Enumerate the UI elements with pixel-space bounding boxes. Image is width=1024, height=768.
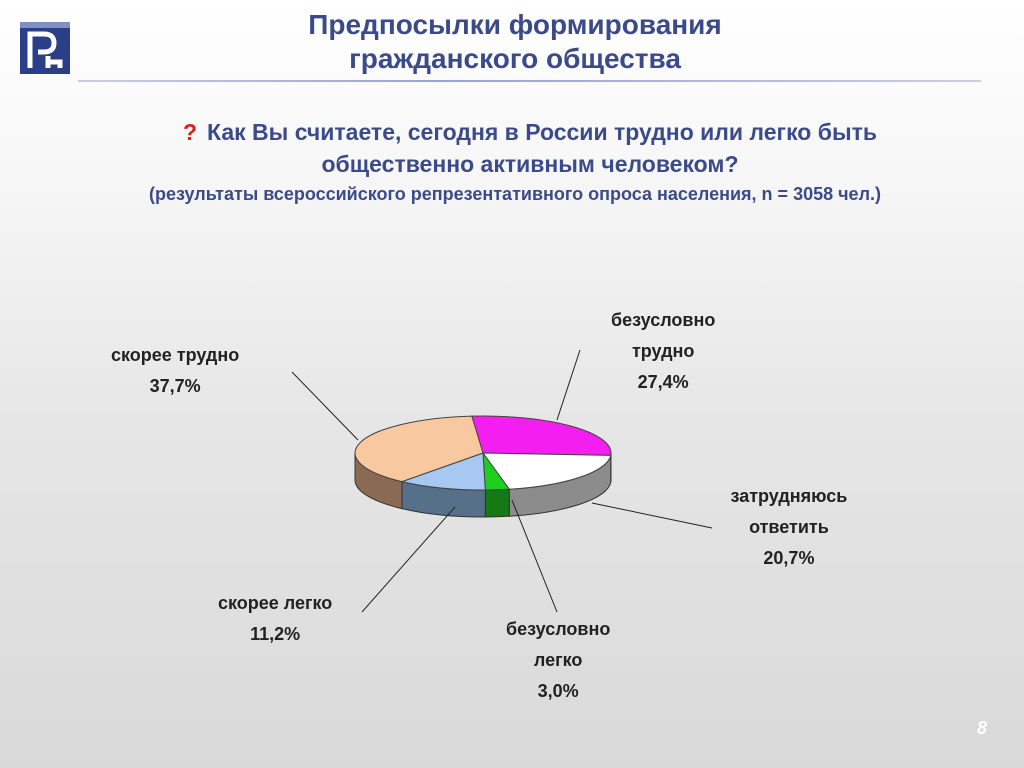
slice-name-line: безусловно — [506, 619, 611, 639]
leader-line-1 — [591, 502, 713, 529]
slice-label-3: скорее легко 11,2% — [218, 588, 332, 650]
title-line-2: гражданского общества — [349, 43, 681, 74]
question-line-2: общественно активным человеком? — [321, 151, 739, 177]
slice-name-line: скорее трудно — [111, 345, 240, 365]
title-line-1: Предпосылки формирования — [308, 9, 722, 40]
pie-slice-4 — [354, 415, 484, 483]
slice-label-0: безусловно трудно 27,4% — [611, 305, 715, 398]
pie-tops — [354, 415, 612, 491]
hse-logo — [18, 20, 72, 78]
slice-name-line: скорее легко — [218, 593, 333, 613]
slice-name-line: затрудняюсь — [730, 486, 848, 506]
slice-label-4: скорее трудно 37,7% — [111, 340, 239, 402]
slice-label-2: безусловно легко 3,0% — [506, 614, 610, 707]
slice-percent: 37,7% — [149, 376, 201, 396]
survey-note: (результаты всероссийского репрезентатив… — [148, 184, 881, 204]
pie-sides — [354, 452, 612, 518]
slice-name-line: трудно — [631, 341, 695, 361]
slice-percent: 27,4% — [637, 372, 689, 392]
leader-line-0 — [556, 349, 581, 421]
pie-slice-3 — [400, 452, 486, 491]
slice-percent: 3,0% — [537, 681, 579, 701]
question-line-1: Как Вы считаете, сегодня в России трудно… — [207, 119, 877, 145]
title-divider — [78, 80, 981, 82]
slice-percent: 20,7% — [763, 548, 815, 568]
leader-line-3 — [361, 506, 456, 613]
pie-side-2 — [484, 488, 510, 518]
question-mark-icon: ? — [182, 119, 198, 145]
leader-lines — [291, 349, 713, 613]
survey-question: ? Как Вы считаете, сегодня в России трудн… — [70, 116, 990, 180]
slice-name-line: безусловно — [611, 310, 716, 330]
page-number: 8 — [977, 718, 988, 738]
pie-slice-0 — [471, 415, 612, 456]
slice-name-line: ответить — [749, 517, 829, 537]
slide-title: Предпосылки формирования гражданского об… — [190, 8, 840, 76]
leader-line-2 — [511, 499, 558, 613]
leader-line-4 — [291, 371, 359, 441]
slice-label-1: затрудняюсь ответить 20,7% — [731, 481, 848, 574]
slice-name-line: легко — [533, 650, 583, 670]
pie-slice-1 — [482, 452, 612, 490]
slice-percent: 11,2% — [250, 624, 301, 644]
